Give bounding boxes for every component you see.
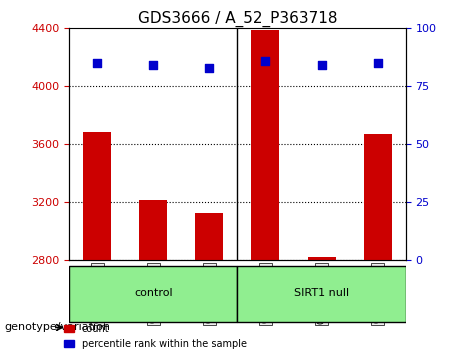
Bar: [83, 132, 111, 259]
Point: [374, 60, 381, 66]
Point: [149, 63, 157, 68]
Legend: count, percentile rank within the sample: count, percentile rank within the sample: [60, 320, 250, 353]
FancyBboxPatch shape: [69, 266, 237, 322]
Text: SIRT1 null: SIRT1 null: [294, 288, 349, 298]
Text: control: control: [134, 288, 172, 298]
Bar: [251, 30, 279, 259]
FancyBboxPatch shape: [237, 266, 406, 322]
Text: genotype/variation: genotype/variation: [5, 322, 111, 332]
Bar: [364, 134, 392, 259]
Point: [206, 65, 213, 70]
Point: [94, 60, 101, 66]
Bar: [195, 213, 224, 259]
Point: [318, 63, 325, 68]
Bar: [139, 200, 167, 259]
Point: [262, 58, 269, 63]
Title: GDS3666 / A_52_P363718: GDS3666 / A_52_P363718: [138, 11, 337, 27]
Bar: [307, 257, 336, 259]
